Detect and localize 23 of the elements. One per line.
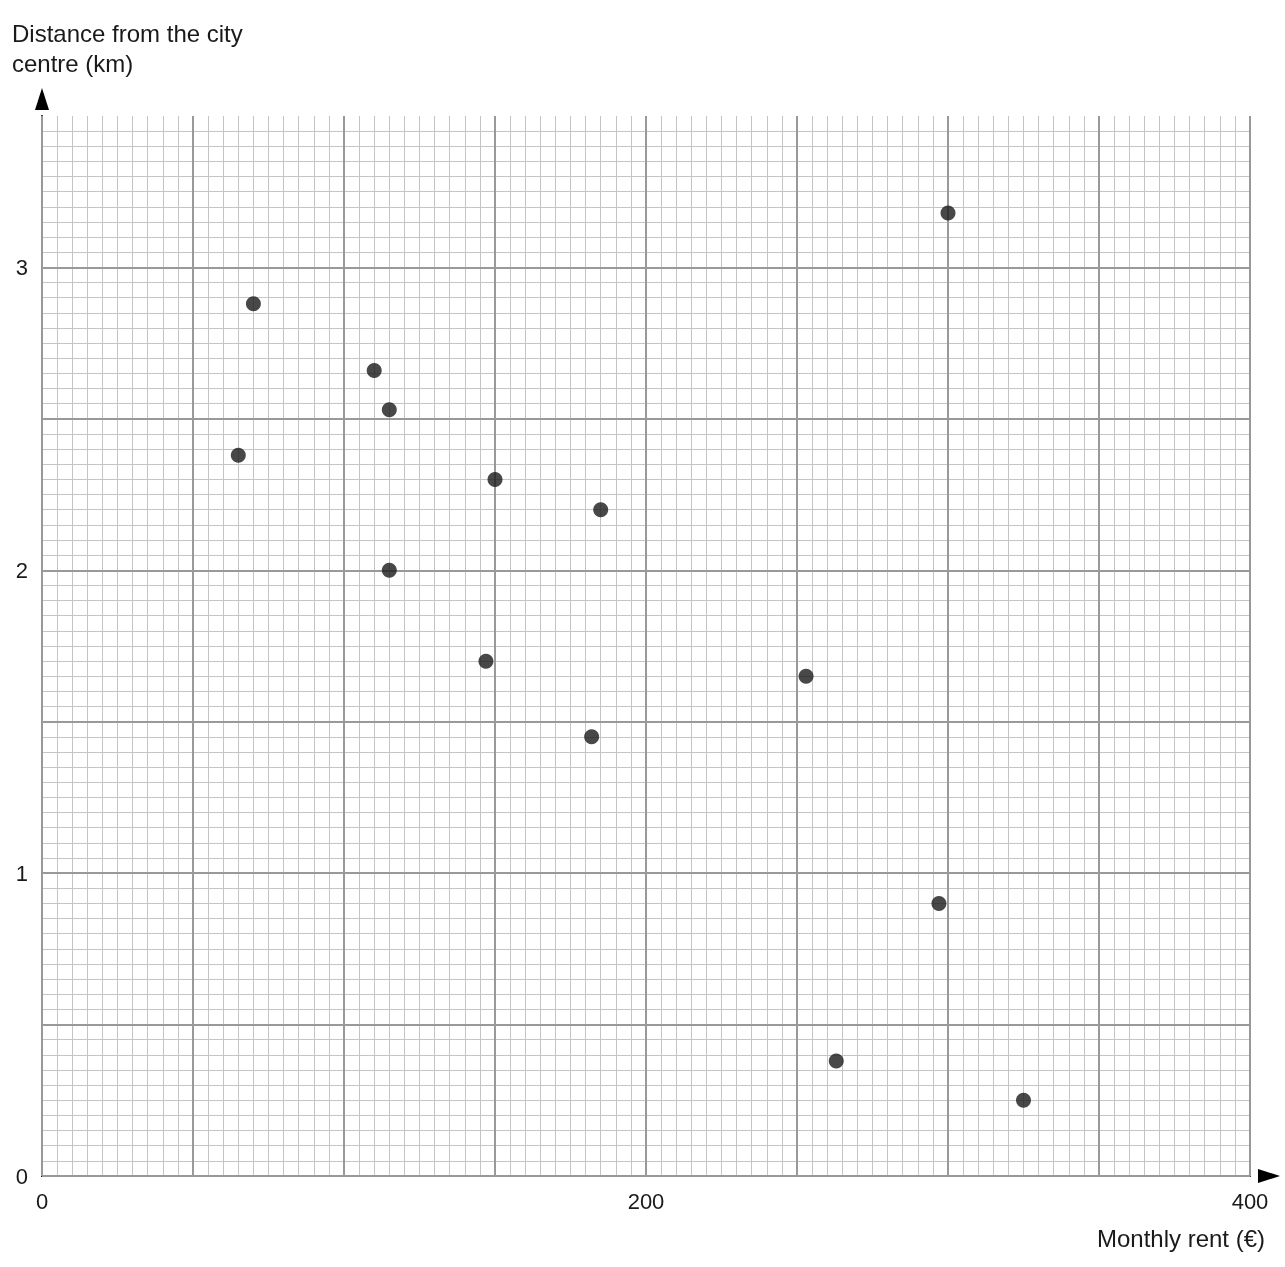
point <box>828 1053 844 1069</box>
x-tick-label: 400 <box>1231 1188 1269 1214</box>
point <box>245 296 261 312</box>
point <box>931 895 947 911</box>
point <box>584 729 600 745</box>
y-tick-label: 2 <box>15 557 28 583</box>
point <box>381 402 397 418</box>
y-tick-label: 1 <box>15 860 28 886</box>
point <box>940 205 956 221</box>
point <box>1016 1092 1031 1108</box>
y-tick-label: 3 <box>15 254 28 280</box>
point <box>478 653 494 669</box>
point <box>381 562 397 578</box>
point <box>593 502 609 518</box>
point <box>230 447 246 463</box>
x-axis-title: Monthly rent (€) <box>1096 1224 1265 1252</box>
point <box>798 668 814 684</box>
y-tick-label: 0 <box>15 1163 28 1189</box>
x-tick-label: 0 <box>35 1188 49 1214</box>
y-axis-title: Distance from the city centre (km) <box>12 19 243 77</box>
x-tick-label: 200 <box>627 1188 665 1214</box>
point <box>366 362 382 378</box>
point <box>487 471 503 487</box>
